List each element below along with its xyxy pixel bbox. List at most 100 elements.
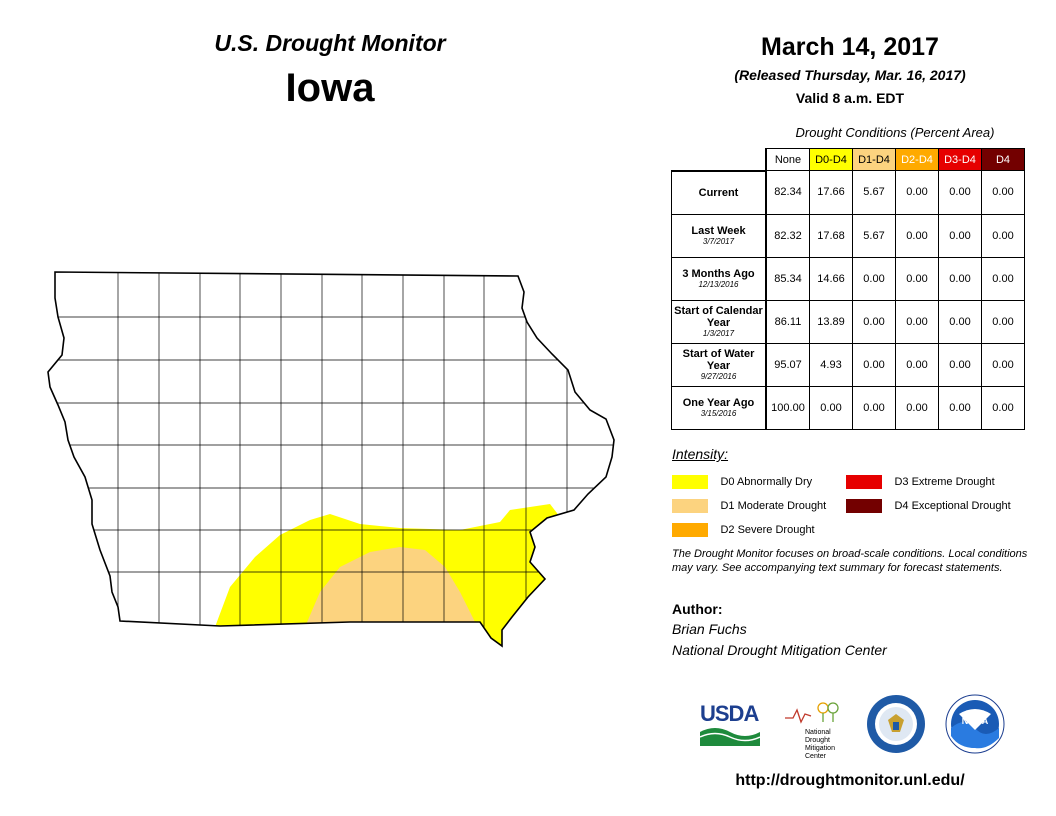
row-label: 3 Months Ago 12/13/2016 <box>671 256 767 301</box>
row-label-text: One Year Ago <box>682 396 755 409</box>
row-label-text: Last Week <box>691 224 746 237</box>
table-cell: 0.00 <box>981 213 1025 258</box>
legend-item-d3: D3 Extreme Drought <box>846 473 995 491</box>
row-label-date: 1/3/2017 <box>702 328 735 338</box>
legend-label-d3: D3 Extreme Drought <box>894 475 995 488</box>
table-row: Start of Calendar Year 1/3/2017 86.11 13.89… <box>671 299 1025 344</box>
table-cell: 13.89 <box>809 299 853 344</box>
row-label: One Year Ago 3/15/2016 <box>671 385 767 430</box>
table-row: One Year Ago 3/15/2016 100.00 0.00 0.00 0.00 0… <box>671 385 1025 430</box>
commerce-seal-icon <box>867 695 925 753</box>
column-header-d0-d4: D0-D4 <box>809 148 853 171</box>
table-cell: 17.66 <box>809 170 853 215</box>
legend-item-d4: D4 Exceptional Drought <box>846 497 1011 515</box>
drought-monitor-url[interactable]: http://droughtmonitor.unl.edu/ <box>735 772 965 789</box>
table-cell: 95.07 <box>765 342 810 387</box>
table-cell: 0.00 <box>852 256 896 301</box>
table-cell: 100.00 <box>765 385 810 430</box>
d1-area <box>305 547 475 627</box>
state-name: Iowa <box>285 66 375 110</box>
legend-label-d2: D2 Severe Drought <box>720 523 815 536</box>
legend-swatch-d4 <box>846 498 882 513</box>
table-cell: 5.67 <box>852 213 896 258</box>
row-label: Current <box>671 170 767 215</box>
ndmc-logo: National Drought Mitigation Center <box>785 700 845 760</box>
table-cell: 0.00 <box>895 342 939 387</box>
table-cell: 0.00 <box>981 170 1025 215</box>
table-cell: 0.00 <box>895 213 939 258</box>
usda-logo: USDA <box>699 701 761 746</box>
table-cell: 0.00 <box>938 299 982 344</box>
usda-logo-text: USDA <box>700 701 759 726</box>
release-date: (Released Thursday, Mar. 16, 2017) <box>734 67 966 83</box>
table-cell: 0.00 <box>938 213 982 258</box>
row-label: Start of Calendar Year 1/3/2017 <box>671 299 767 344</box>
table-cell: 0.00 <box>938 256 982 301</box>
row-label-text: Start of Calendar Year <box>674 304 763 329</box>
legend-item-d1: D1 Moderate Drought <box>672 497 826 515</box>
table-row: Current 82.34 17.66 5.67 0.00 0.00 0.00 <box>671 170 1025 215</box>
author-heading: Author: <box>672 601 723 617</box>
column-header-none: None <box>765 148 810 171</box>
drought-conditions-table: None D0-D4 D1-D4 D2-D4 D3-D4 D4 Current 82.34 17… <box>671 148 1025 430</box>
ndmc-text-3: Mitigation <box>805 745 835 752</box>
ndmc-text-4: Center <box>805 753 827 760</box>
map-title: U.S. Drought Monitor <box>214 30 446 56</box>
legend-swatch-d0 <box>672 474 708 489</box>
table-cell: 0.00 <box>895 256 939 301</box>
table-header-row: None D0-D4 D1-D4 D2-D4 D3-D4 D4 <box>671 148 1025 172</box>
table-cell: 17.68 <box>809 213 853 258</box>
table-cell: 0.00 <box>981 299 1025 344</box>
row-label-text: Current <box>698 186 739 199</box>
ndmc-text-2: Drought <box>805 737 830 744</box>
row-label-date: 12/13/2016 <box>698 279 739 289</box>
table-header-blank <box>671 148 766 172</box>
table-cell: 0.00 <box>938 170 982 215</box>
row-label-date: 3/15/2016 <box>700 408 737 418</box>
row-label-text: Start of Water Year <box>682 347 755 372</box>
noaa-logo-text: NOAA <box>962 716 989 726</box>
table-cell: 85.34 <box>765 256 810 301</box>
noaa-logo-icon: NOAA <box>945 694 1005 754</box>
legend-swatch-d1 <box>672 498 708 513</box>
table-cell: 0.00 <box>981 385 1025 430</box>
table-cell: 5.67 <box>852 170 896 215</box>
table-cell: 82.34 <box>765 170 810 215</box>
table-cell: 0.00 <box>852 385 896 430</box>
table-cell: 0.00 <box>895 385 939 430</box>
table-row: 3 Months Ago 12/13/2016 85.34 14.66 0.00 0.00… <box>671 256 1025 301</box>
column-header-d1-d4: D1-D4 <box>852 148 896 171</box>
ndmc-graph-icon <box>785 702 839 724</box>
table-row: Start of Water Year 9/27/2016 95.07 4.93 0.0… <box>671 342 1025 387</box>
legend-title: Intensity: <box>672 446 729 462</box>
legend-label-d0: D0 Abnormally Dry <box>720 475 813 488</box>
table-cell: 4.93 <box>809 342 853 387</box>
map-date: March 14, 2017 <box>761 33 939 61</box>
table-cell: 82.32 <box>765 213 810 258</box>
table-cell: 0.00 <box>852 342 896 387</box>
table-cell: 0.00 <box>852 299 896 344</box>
table-cell: 0.00 <box>981 342 1025 387</box>
ndmc-text-1: National <box>805 729 831 736</box>
author-name: Brian Fuchs <box>672 621 747 637</box>
usda-hills-icon <box>699 728 761 746</box>
table-cell: 0.00 <box>809 385 853 430</box>
table-cell: 0.00 <box>895 170 939 215</box>
conditions-title: Drought Conditions (Percent Area) <box>795 125 995 140</box>
row-label: Last Week 3/7/2017 <box>671 213 767 258</box>
legend-swatch-d3 <box>846 474 882 489</box>
row-label-date: 9/27/2016 <box>700 371 737 381</box>
row-label-text: 3 Months Ago <box>682 267 755 280</box>
table-cell: 0.00 <box>895 299 939 344</box>
valid-time: Valid 8 a.m. EDT <box>795 90 905 106</box>
legend-label-d4: D4 Exceptional Drought <box>894 499 1011 512</box>
legend-swatch-d2 <box>672 522 708 537</box>
table-cell: 14.66 <box>809 256 853 301</box>
table-cell: 0.00 <box>938 385 982 430</box>
column-header-d2-d4: D2-D4 <box>895 148 939 171</box>
legend-item-d0: D0 Abnormally Dry <box>672 473 812 491</box>
row-label-date: 3/7/2017 <box>702 236 735 246</box>
column-header-d4: D4 <box>981 148 1025 171</box>
table-cell: 0.00 <box>938 342 982 387</box>
author-organization: National Drought Mitigation Center <box>672 642 887 658</box>
